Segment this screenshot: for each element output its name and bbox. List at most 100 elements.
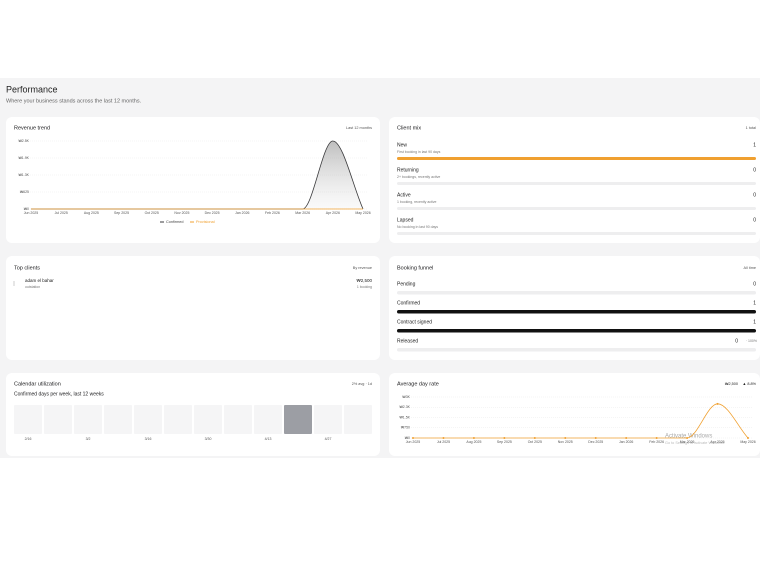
tile <box>164 405 192 434</box>
row-count: 0 <box>753 192 756 198</box>
row-count: 1 <box>753 319 756 325</box>
point <box>503 437 506 439</box>
row-count: 0 <box>753 281 756 287</box>
card-value: ₩2,500 <box>725 382 738 386</box>
client-detail: outstation <box>25 285 40 289</box>
x-tick-label: Nov 2025 <box>558 440 573 444</box>
card-note: By revenue <box>353 266 372 270</box>
x-tick-label: 3/16 <box>145 437 152 441</box>
y-tick-label: ₩3K <box>402 395 410 399</box>
x-tick-label: Apr 2026 <box>326 211 340 215</box>
tile <box>314 405 342 434</box>
y-tick-label: ₩2.3K <box>399 405 410 409</box>
card <box>6 256 380 360</box>
tile <box>134 405 162 434</box>
point <box>747 437 749 439</box>
y-tick-label: ₩625 <box>20 190 29 194</box>
tile <box>224 405 252 434</box>
y-tick-label: ₩2.5K <box>18 139 29 143</box>
row-label: Contract signed <box>397 319 432 325</box>
tile <box>194 405 222 434</box>
card-title: Average day rate <box>397 381 439 387</box>
point <box>564 437 567 439</box>
point <box>594 437 597 439</box>
x-tick-label: Apr 2026 <box>710 440 724 444</box>
line <box>412 403 749 439</box>
row-count: 0 <box>735 338 738 344</box>
x-tick-label: Jun 2025 <box>406 440 420 444</box>
point <box>686 437 689 439</box>
x-tick-label: Mar 2026 <box>680 440 695 444</box>
page-title: Performance <box>6 84 58 94</box>
row-desc: No booking in last 90 days <box>397 225 438 229</box>
point <box>625 437 628 439</box>
card-title: Top clients <box>14 265 40 271</box>
legend-label: Provisional <box>196 220 215 224</box>
x-tick-label: Jan 2026 <box>235 211 249 215</box>
x-tick-label: Feb 2026 <box>265 211 280 215</box>
card <box>389 373 760 456</box>
card-note: 2% avg · 1d <box>352 382 372 386</box>
x-tick-label: 4/13 <box>265 437 272 441</box>
point <box>472 437 475 439</box>
card <box>6 373 380 456</box>
area <box>31 141 363 209</box>
point <box>655 437 658 439</box>
bar <box>397 310 756 314</box>
card-subtitle: Confirmed days per week, last 12 weeks <box>14 391 104 397</box>
client-revenue: ₩2,500 <box>356 278 372 283</box>
row-label: Confirmed <box>397 300 420 306</box>
point <box>533 437 536 439</box>
x-tick-label: Nov 2025 <box>174 211 189 215</box>
x-tick-label: Sep 2025 <box>497 440 512 444</box>
client-name: adam el bahar <box>25 278 54 283</box>
x-tick-label: May 2026 <box>740 440 755 444</box>
row-desc: 2+ bookings, recently active <box>397 175 440 179</box>
row-desc: 1 booking, recently active <box>397 200 437 204</box>
row-label: Pending <box>397 281 416 287</box>
x-tick-label: Aug 2025 <box>466 440 481 444</box>
tile <box>14 405 42 434</box>
row-share: · 100% <box>746 339 757 343</box>
x-tick-label: 3/30 <box>205 437 212 441</box>
y-tick-label: ₩1.3K <box>18 173 29 177</box>
card <box>389 117 760 243</box>
card-note: 1 total <box>746 126 756 130</box>
x-tick-label: Jan 2026 <box>619 440 633 444</box>
x-tick-label: 4/27 <box>325 437 332 441</box>
row-count: 1 <box>753 142 756 148</box>
card-change: ▲ 8.8% <box>743 382 757 386</box>
tile <box>344 405 372 434</box>
tile <box>104 405 132 434</box>
point <box>716 402 719 405</box>
card-note: All time <box>744 266 756 270</box>
client-bookings: 1 booking <box>357 285 372 289</box>
y-tick-label: ₩750 <box>401 426 410 430</box>
card-title: Booking funnel <box>397 265 433 271</box>
row-count: 0 <box>753 217 756 223</box>
row-count: 0 <box>753 167 756 173</box>
x-tick-label: Jul 2025 <box>55 211 68 215</box>
card-title: Client mix <box>397 125 421 131</box>
bar-track <box>397 232 756 235</box>
legend-label: Confirmed <box>166 220 184 224</box>
bar-track <box>397 207 756 210</box>
x-tick-label: Dec 2025 <box>205 211 220 215</box>
bar <box>397 329 756 333</box>
watermark: Activate Windows <box>665 434 712 440</box>
card-title: Revenue trend <box>14 125 50 131</box>
tile <box>254 405 282 434</box>
card <box>389 256 760 360</box>
x-tick-label: Jul 2025 <box>437 440 450 444</box>
y-tick-label: ₩0 <box>24 207 29 211</box>
bar-track <box>397 291 756 295</box>
y-tick-label: ₩0 <box>405 436 410 440</box>
x-tick-label: Feb 2026 <box>649 440 664 444</box>
point <box>442 437 445 439</box>
x-tick-label: Aug 2025 <box>84 211 99 215</box>
x-tick-label: Sep 2025 <box>114 211 129 215</box>
row-label: Released <box>397 338 418 344</box>
x-tick-label: Oct 2025 <box>145 211 159 215</box>
